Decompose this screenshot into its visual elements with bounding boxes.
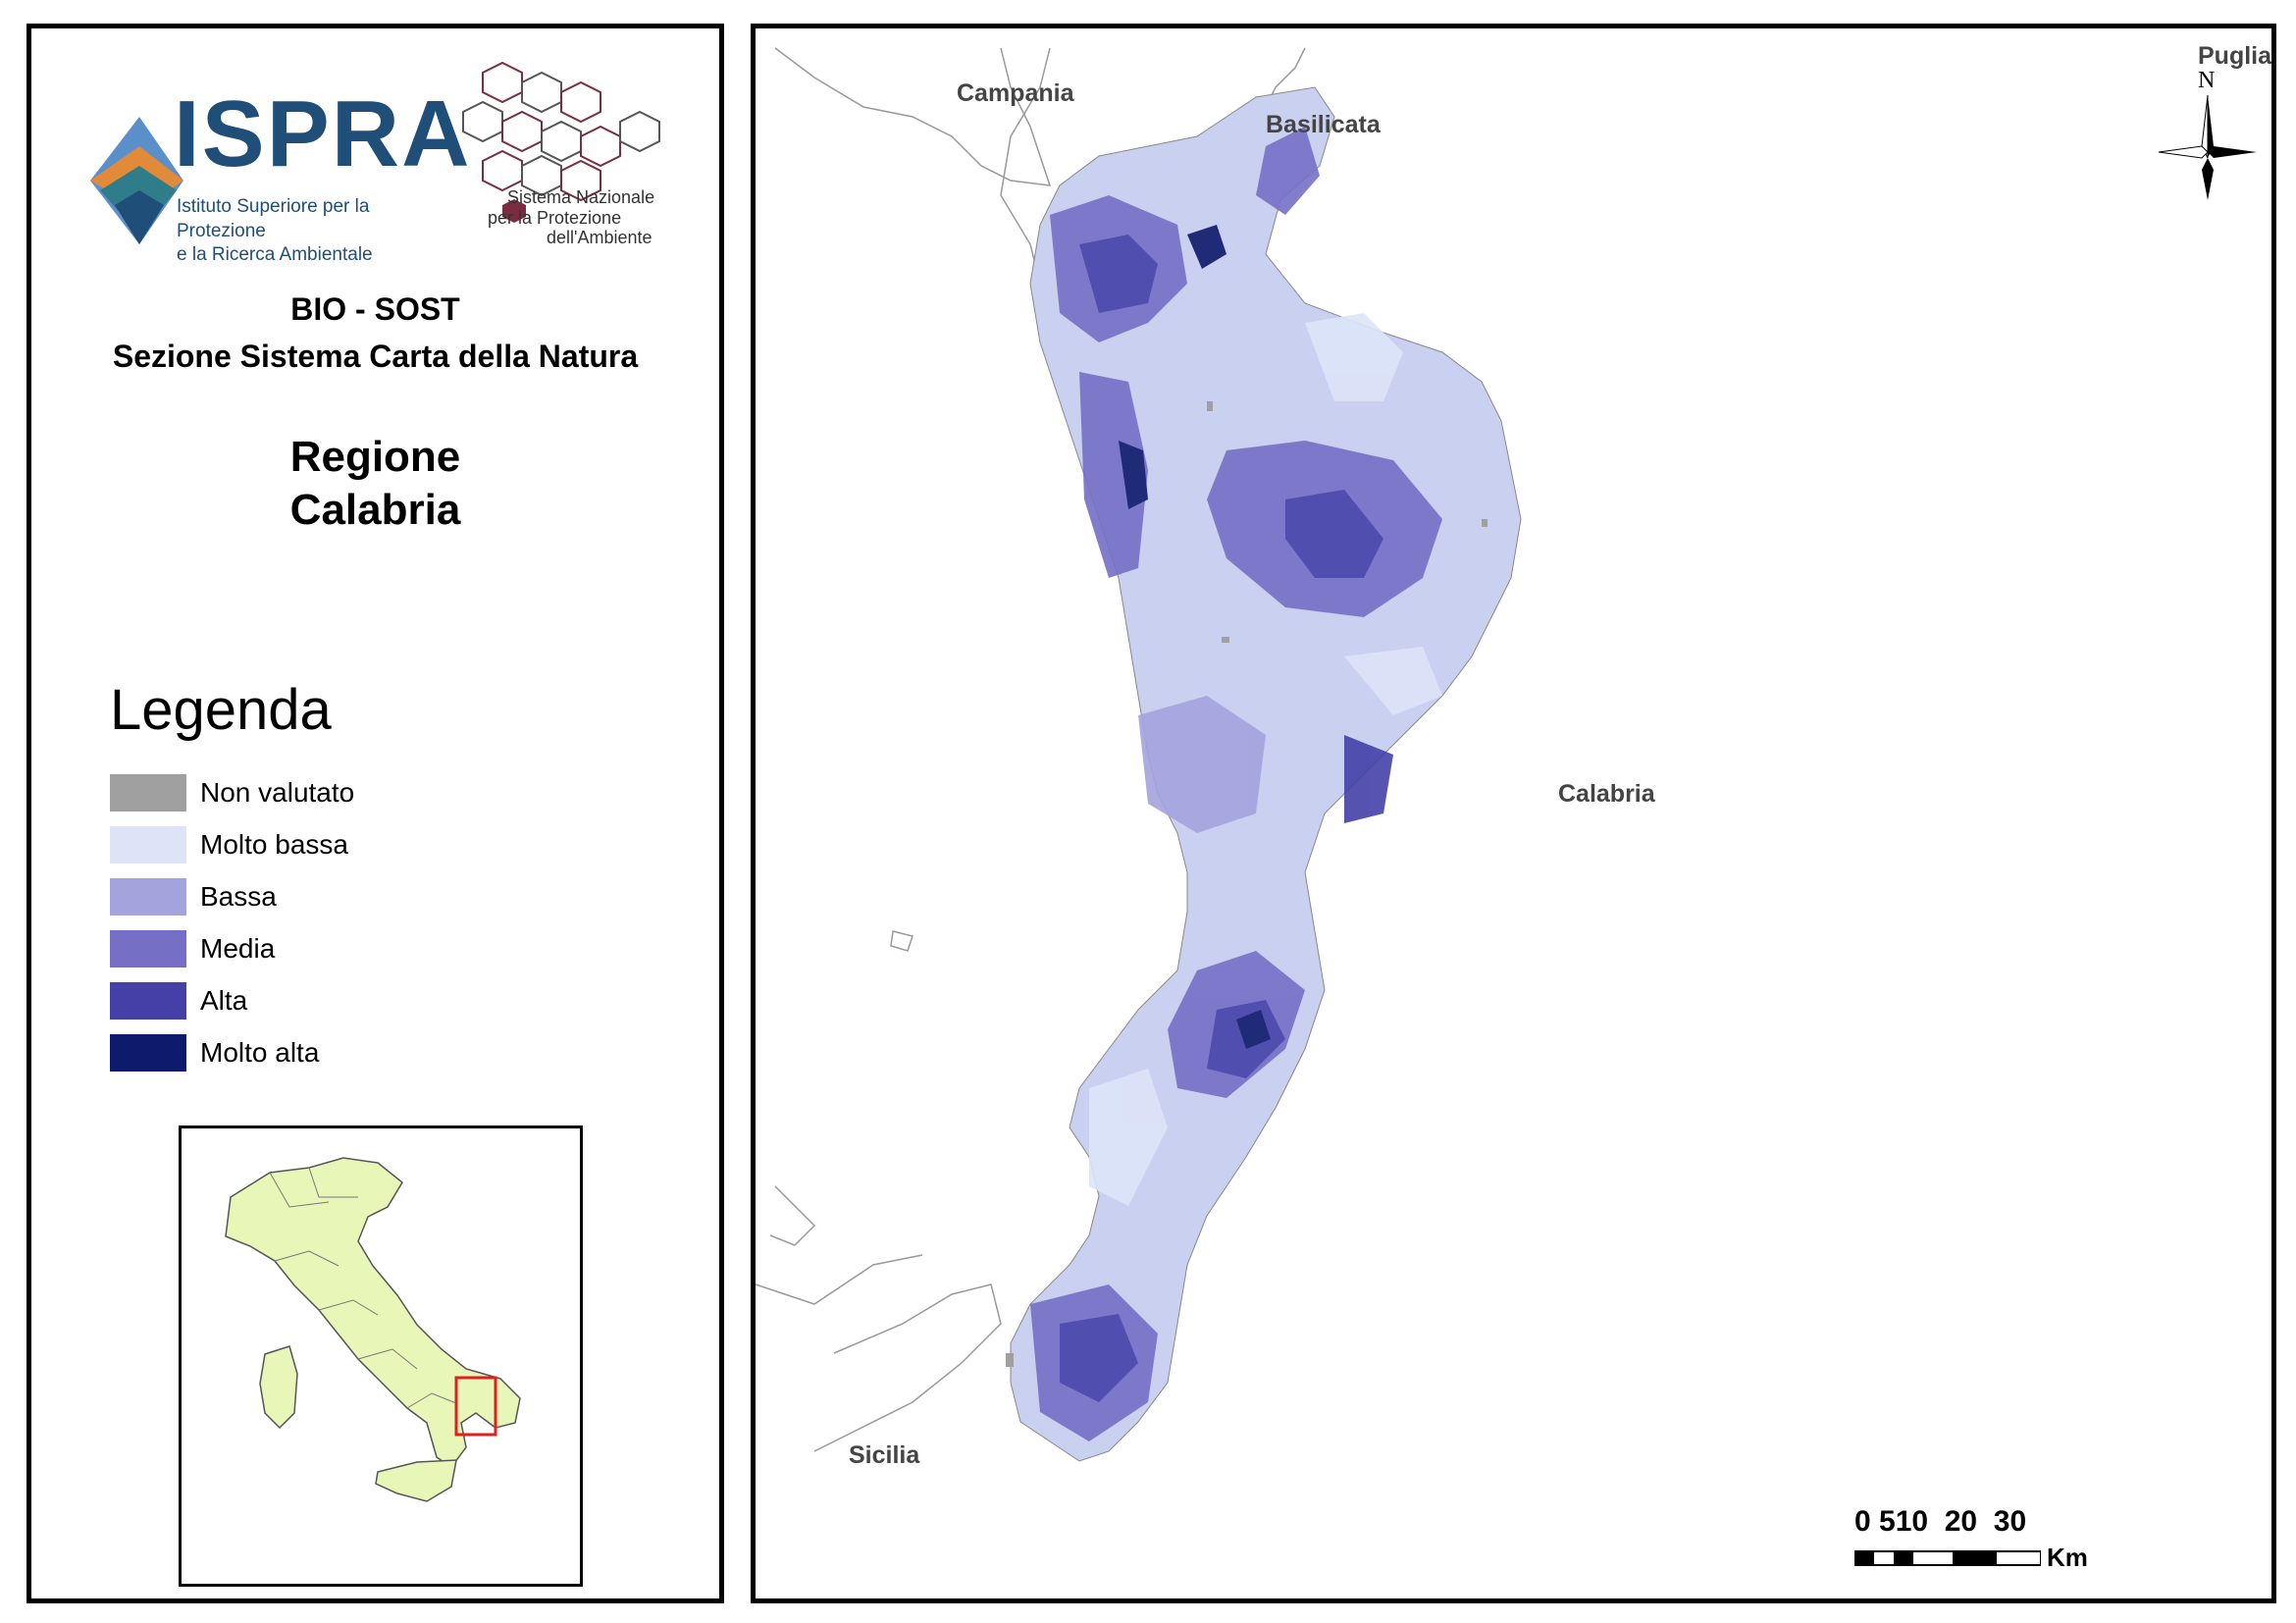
legend-list: Non valutato Molto bassa Bassa Media Alt… (110, 766, 354, 1078)
legend-label: Molto bassa (200, 828, 348, 860)
ispra-logo-icon (90, 117, 183, 244)
legend-item: Media (110, 922, 354, 974)
legend-swatch (110, 877, 186, 916)
region-title-line1: Regione (289, 433, 461, 481)
north-arrow: N (2149, 68, 2267, 205)
region-highlight-box (454, 1376, 497, 1437)
legend-item: Bassa (110, 870, 354, 922)
legend-item: Molto alta (110, 1026, 354, 1078)
legend-panel: ISPRA Istituto Superiore per la Protezio… (26, 24, 724, 1603)
legend-label: Bassa (200, 880, 277, 912)
label-calabria: Calabria (1558, 780, 1655, 808)
snpa-logo-icon (462, 61, 660, 223)
compass-icon (2158, 94, 2257, 200)
north-label: N (2198, 68, 2216, 93)
ispra-subtitle-line2: e la Ricerca Ambientale (177, 244, 373, 266)
ispra-subtitle: Istituto Superiore per la Protezione e l… (177, 195, 432, 268)
italy-map-icon (225, 1157, 521, 1502)
legend-swatch (110, 773, 186, 812)
snpa-line2: per la Protezione (488, 207, 622, 228)
legend-swatch (110, 825, 186, 864)
scale-graphic (1854, 1549, 2041, 1566)
legend-title: Legenda (110, 678, 332, 742)
legend-label: Molto alta (200, 1036, 320, 1068)
ispra-name: ISPRA (174, 81, 472, 186)
scale-bar: 0 510 20 30 Km (1854, 1505, 2088, 1573)
label-puglia: Puglia (2198, 42, 2272, 70)
scale-numbers: 0 510 20 30 (1854, 1505, 2027, 1538)
section-title: BIO - SOST (290, 291, 460, 327)
legend-item: Non valutato (110, 766, 354, 818)
italy-inset-map (179, 1126, 583, 1587)
snpa-line3: dell'Ambiente (547, 228, 652, 248)
scale-unit: Km (2047, 1543, 2088, 1572)
label-sicilia: Sicilia (849, 1441, 920, 1469)
map-panel: Campania Basilicata Puglia Calabria Sici… (751, 24, 2276, 1603)
legend-swatch (110, 981, 186, 1020)
legend-label: Alta (200, 984, 248, 1016)
section-subtitle: Sezione Sistema Carta della Natura (112, 339, 639, 374)
legend-item: Alta (110, 974, 354, 1026)
legend-item: Molto bassa (110, 818, 354, 870)
calabria-map (756, 47, 1522, 1462)
label-campania: Campania (957, 79, 1074, 107)
legend-label: Non valutato (200, 776, 355, 808)
snpa-line1: Sistema Nazionale (507, 187, 655, 207)
legend-swatch (110, 1033, 186, 1072)
label-basilicata: Basilicata (1266, 111, 1381, 138)
legend-label: Media (200, 932, 276, 964)
legend-swatch (110, 929, 186, 968)
snpa-text: Sistema Nazionale per la Protezione dell… (488, 187, 723, 248)
region-title-line2: Calabria (289, 486, 461, 534)
ispra-subtitle-line1: Istituto Superiore per la Protezione (177, 196, 370, 241)
